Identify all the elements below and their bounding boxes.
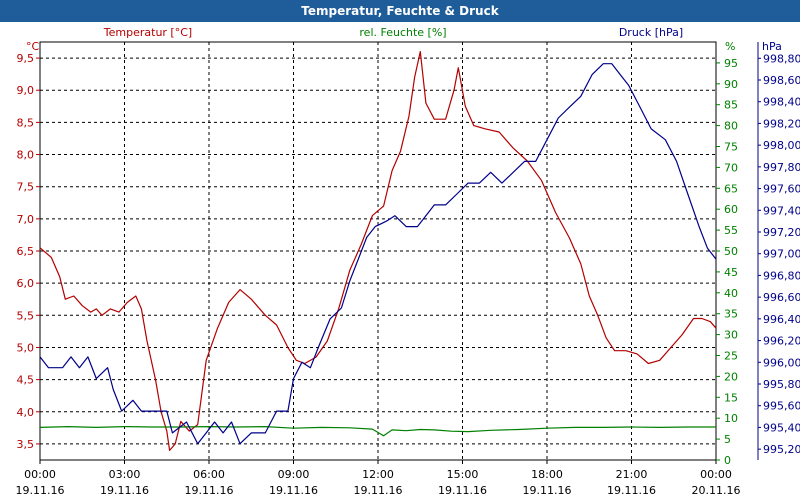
- humidity-axis-unit: %: [725, 40, 735, 53]
- pressure-tick-label: 996,00: [763, 356, 800, 369]
- temperature-tick-label: 9,5: [17, 52, 35, 65]
- temperature-axis-unit: °C: [26, 40, 40, 53]
- temperature-tick-label: 5,0: [17, 341, 35, 354]
- temperature-series-line: [39, 51, 717, 451]
- x-tick-label-time: 18:00: [531, 468, 563, 481]
- pressure-series-label: Druck [hPa]: [619, 26, 683, 39]
- humidity-tick-label: 50: [724, 245, 738, 258]
- pressure-tick-label: 997,00: [763, 248, 800, 261]
- humidity-tick-label: 25: [724, 350, 738, 363]
- x-tick-label-time: 06:00: [193, 468, 225, 481]
- x-tick-label-time: 00:00: [24, 468, 56, 481]
- x-tick-label-date: 19.11.16: [354, 484, 403, 497]
- x-tick-label-date: 19.11.16: [100, 484, 149, 497]
- humidity-tick-label: 15: [724, 391, 738, 404]
- temperature-tick-label: 9,0: [17, 84, 35, 97]
- temperature-tick-label: 5,5: [17, 309, 35, 322]
- pressure-tick-label: 996,60: [763, 291, 800, 304]
- humidity-tick-label: 10: [724, 412, 738, 425]
- temperature-tick-label: 4,5: [17, 374, 35, 387]
- x-tick-label-date: 19.11.16: [185, 484, 234, 497]
- humidity-tick-label: 75: [724, 141, 738, 154]
- x-tick-label-time: 15:00: [447, 468, 479, 481]
- humidity-tick-label: 45: [724, 266, 738, 279]
- humidity-tick-label: 30: [724, 329, 738, 342]
- grid-layer: [40, 42, 716, 460]
- x-tick-label-time: 09:00: [278, 468, 310, 481]
- humidity-tick-label: 55: [724, 224, 738, 237]
- x-tick-label-date: 20.11.16: [692, 484, 741, 497]
- pressure-tick-label: 996,80: [763, 269, 800, 282]
- humidity-tick-label: 95: [724, 57, 738, 70]
- pressure-tick-label: 997,80: [763, 161, 800, 174]
- pressure-tick-label: 995,40: [763, 421, 800, 434]
- x-tick-label-date: 19.11.16: [438, 484, 487, 497]
- pressure-tick-label: 998,20: [763, 117, 800, 130]
- humidity-tick-label: 60: [724, 203, 738, 216]
- humidity-tick-label: 65: [724, 182, 738, 195]
- x-tick-label-time: 21:00: [616, 468, 648, 481]
- humidity-tick-label: 80: [724, 120, 738, 133]
- pressure-tick-label: 996,40: [763, 313, 800, 326]
- series-layer: [39, 51, 717, 451]
- pressure-tick-label: 998,80: [763, 52, 800, 65]
- humidity-tick-label: 20: [724, 370, 738, 383]
- pressure-series-line: [39, 63, 717, 445]
- humidity-tick-label: 40: [724, 287, 738, 300]
- x-tick-label-date: 19.11.16: [607, 484, 656, 497]
- pressure-tick-label: 998,00: [763, 139, 800, 152]
- x-tick-label-time: 00:00: [700, 468, 732, 481]
- chart-title: Temperatur, Feuchte & Druck: [0, 0, 800, 22]
- pressure-tick-label: 996,20: [763, 335, 800, 348]
- temperature-tick-label: 8,0: [17, 149, 35, 162]
- pressure-tick-label: 995,80: [763, 378, 800, 391]
- temperature-tick-label: 4,0: [17, 406, 35, 419]
- humidity-tick-label: 70: [724, 161, 738, 174]
- pressure-tick-label: 998,60: [763, 74, 800, 87]
- humidity-tick-label: 5: [724, 433, 731, 446]
- axis-layer: 00:00 19.11.16 03:00 19.11.16 06:00 19.11.16 0…: [16, 42, 800, 497]
- humidity-tick-label: 0: [724, 454, 731, 467]
- humidity-tick-label: 35: [724, 308, 738, 321]
- pressure-tick-label: 997,40: [763, 204, 800, 217]
- pressure-axis-unit: hPa: [762, 40, 782, 53]
- pressure-tick-label: 997,20: [763, 226, 800, 239]
- pressure-tick-label: 995,60: [763, 400, 800, 413]
- temperature-tick-label: 6,0: [17, 277, 35, 290]
- chart-area: 00:00 19.11.16 03:00 19.11.16 06:00 19.11.16 0…: [0, 22, 800, 500]
- x-tick-label-date: 19.11.16: [269, 484, 318, 497]
- humidity-tick-label: 85: [724, 99, 738, 112]
- x-tick-label-date: 19.11.16: [16, 484, 65, 497]
- temperature-series-label: Temperatur [°C]: [103, 26, 192, 39]
- pressure-tick-label: 995,20: [763, 443, 800, 456]
- pressure-tick-label: 997,60: [763, 183, 800, 196]
- x-tick-label-time: 12:00: [362, 468, 394, 481]
- temperature-tick-label: 8,5: [17, 116, 35, 129]
- x-tick-label-time: 03:00: [109, 468, 141, 481]
- temperature-tick-label: 6,5: [17, 245, 35, 258]
- pressure-tick-label: 998,40: [763, 96, 800, 109]
- temperature-tick-label: 7,5: [17, 181, 35, 194]
- chart-svg: 00:00 19.11.16 03:00 19.11.16 06:00 19.11.16 0…: [16, 26, 800, 497]
- humidity-series-label: rel. Feuchte [%]: [359, 26, 446, 39]
- x-tick-label-date: 19.11.16: [523, 484, 572, 497]
- temperature-tick-label: 3,5: [17, 438, 35, 451]
- temperature-tick-label: 7,0: [17, 213, 35, 226]
- humidity-tick-label: 90: [724, 78, 738, 91]
